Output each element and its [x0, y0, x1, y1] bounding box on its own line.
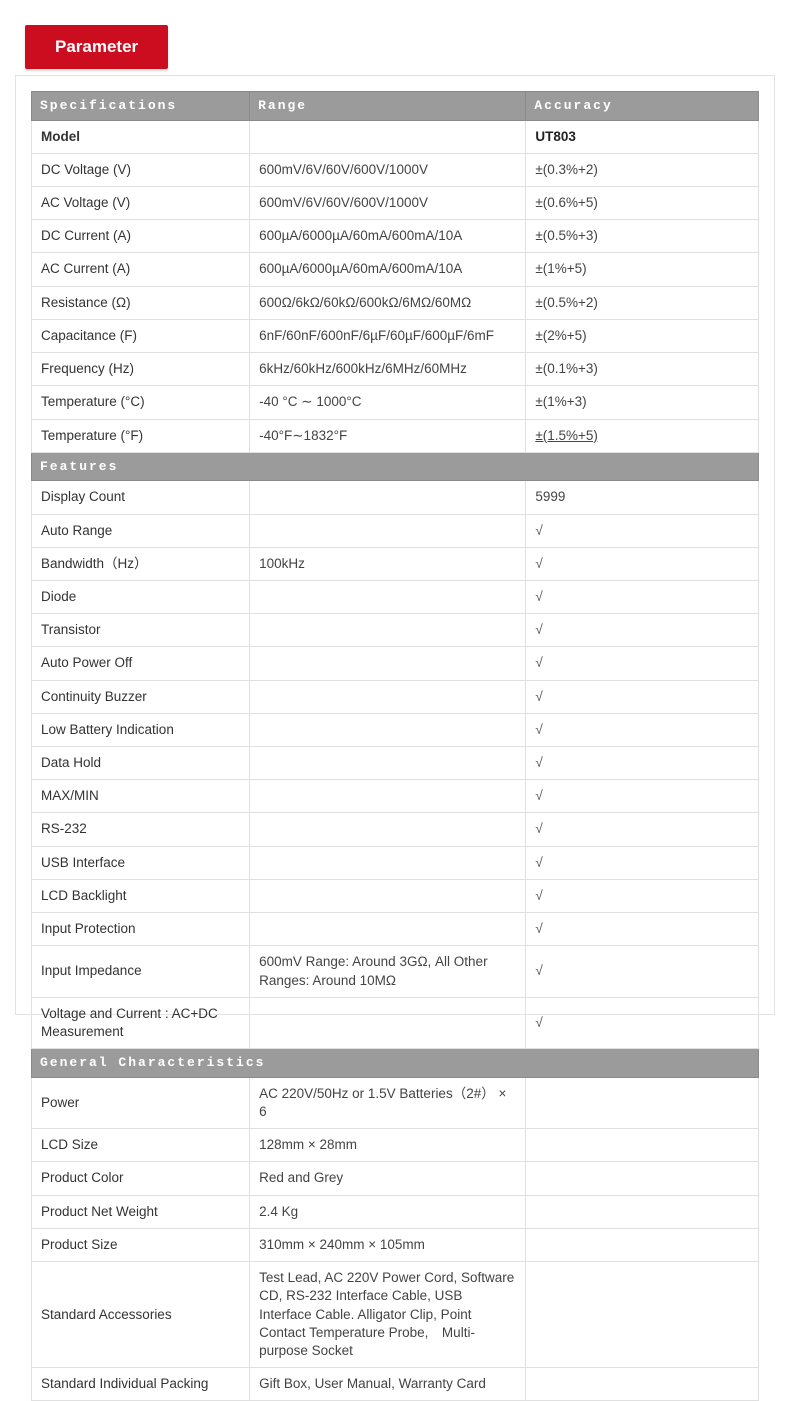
table-row-feature-2: Bandwidth（Hz） 100kHz √ — [32, 547, 759, 580]
table-row-feature-10: RS-232 √ — [32, 813, 759, 846]
table-row-general-2: Product Color Red and Grey — [32, 1162, 759, 1195]
table-row-feature-0: Display Count 5999 — [32, 481, 759, 514]
table-row-feature-6: Continuity Buzzer √ — [32, 680, 759, 713]
table-row-spec-1: AC Voltage (V) 600mV/6V/60V/600V/1000V ±… — [32, 186, 759, 219]
table-row-spec-8: Temperature (°F) -40°F∼1832°F ±(1.5%+5) — [32, 419, 759, 452]
table-row-general-5: Standard Accessories Test Lead, AC 220V … — [32, 1262, 759, 1368]
table-row-spec-3: AC Current (A) 600µA/6000µA/60mA/600mA/1… — [32, 253, 759, 286]
table-row-general-0: Power AC 220V/50Hz or 1.5V Batteries（2#）… — [32, 1077, 759, 1128]
table-row-feature-13: Input Protection √ — [32, 913, 759, 946]
table-row-feature-4: Transistor √ — [32, 614, 759, 647]
header-general: General Characteristics — [32, 1049, 759, 1078]
table-row-spec-7: Temperature (°C) -40 °C ∼ 1000°C ±(1%+3) — [32, 386, 759, 419]
table-row-general-3: Product Net Weight 2.4 Kg — [32, 1195, 759, 1228]
table-row-feature-7: Low Battery Indication √ — [32, 713, 759, 746]
specifications-table: Specifications Range Accuracy Model UT80… — [31, 91, 759, 1401]
parameter-tag: Parameter — [25, 25, 168, 69]
table-row-feature-11: USB Interface √ — [32, 846, 759, 879]
table-row-spec-6: Frequency (Hz) 6kHz/60kHz/600kHz/6MHz/60… — [32, 353, 759, 386]
table-row-feature-8: Data Hold √ — [32, 747, 759, 780]
header-specifications: Specifications — [32, 92, 250, 121]
cell-model-accuracy: UT803 — [526, 120, 759, 153]
table-row-feature-14: Input Impedance 600mV Range: Around 3GΩ,… — [32, 946, 759, 997]
header-range: Range — [250, 92, 526, 121]
table-row-feature-12: LCD Backlight √ — [32, 879, 759, 912]
cell-model-spec: Model — [32, 120, 250, 153]
table-row-spec-0: DC Voltage (V) 600mV/6V/60V/600V/1000V ±… — [32, 153, 759, 186]
table-row-spec-4: Resistance (Ω) 600Ω/6kΩ/60kΩ/600kΩ/6MΩ/6… — [32, 286, 759, 319]
table-row-features-header: Features — [32, 452, 759, 481]
specification-panel: Specifications Range Accuracy Model UT80… — [15, 75, 775, 1015]
table-row-feature-9: MAX/MIN √ — [32, 780, 759, 813]
table-row-general-header: General Characteristics — [32, 1049, 759, 1078]
header-features: Features — [32, 452, 759, 481]
table-row-feature-1: Auto Range √ — [32, 514, 759, 547]
header-accuracy: Accuracy — [526, 92, 759, 121]
parameter-tag-wrap: Parameter — [25, 25, 168, 69]
table-row-feature-15: Voltage and Current : AC+DC Measurement … — [32, 997, 759, 1048]
table-row-feature-5: Auto Power Off √ — [32, 647, 759, 680]
table-row-general-1: LCD Size 128mm × 28mm — [32, 1129, 759, 1162]
table-row-spec-5: Capacitance (F) 6nF/60nF/600nF/6µF/60µF/… — [32, 319, 759, 352]
table-row-spec-2: DC Current (A) 600µA/6000µA/60mA/600mA/1… — [32, 220, 759, 253]
table-row-general-4: Product Size 310mm × 240mm × 105mm — [32, 1228, 759, 1261]
table-row-general-6: Standard Individual Packing Gift Box, Us… — [32, 1368, 759, 1401]
table-header-row: Specifications Range Accuracy — [32, 92, 759, 121]
table-row-model: Model UT803 — [32, 120, 759, 153]
table-row-feature-3: Diode √ — [32, 580, 759, 613]
cell-model-range — [250, 120, 526, 153]
